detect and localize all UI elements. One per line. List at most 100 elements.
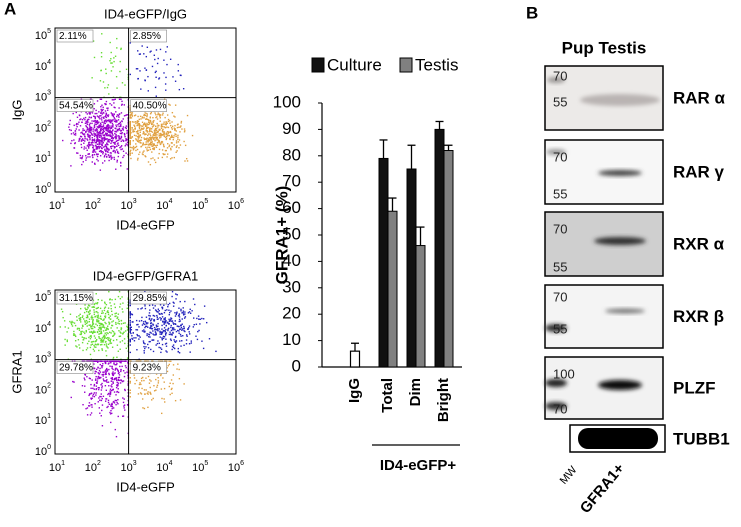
- event-dot: [131, 338, 134, 340]
- event-dot: [105, 129, 107, 132]
- event-dot: [108, 141, 110, 143]
- event-dot: [98, 407, 101, 409]
- event-dot: [101, 119, 103, 121]
- event-dot: [116, 159, 119, 162]
- event-dot: [98, 330, 101, 332]
- event-dot: [137, 323, 139, 326]
- event-dot: [201, 317, 203, 320]
- event-dot: [161, 142, 163, 144]
- event-dot: [154, 125, 157, 128]
- y-tick-label: 0: [292, 356, 301, 375]
- event-dot: [66, 339, 68, 341]
- event-dot: [136, 334, 139, 337]
- event-dot: [95, 378, 97, 380]
- event-dot: [154, 329, 156, 331]
- event-dot: [118, 125, 120, 128]
- event-dot: [161, 149, 164, 151]
- event-dot: [113, 147, 116, 149]
- event-dot: [104, 360, 106, 362]
- event-dot: [120, 327, 122, 329]
- event-dot: [111, 346, 114, 348]
- event-dot: [79, 317, 82, 319]
- event-dot: [114, 143, 116, 145]
- event-dot: [129, 134, 131, 137]
- event-dot: [70, 323, 73, 326]
- event-dot: [120, 112, 123, 114]
- event-dot: [174, 80, 177, 82]
- event-dot: [100, 332, 103, 334]
- event-dot: [88, 305, 91, 307]
- event-dot: [86, 122, 88, 124]
- tick-base: 10: [85, 462, 97, 474]
- event-dot: [95, 145, 97, 148]
- event-dot: [81, 324, 84, 326]
- event-dot: [82, 315, 84, 317]
- event-dot: [174, 124, 176, 127]
- event-dot: [124, 322, 126, 324]
- event-dot: [130, 329, 133, 331]
- event-dot: [130, 117, 133, 119]
- event-dot: [169, 311, 171, 314]
- event-dot: [157, 318, 159, 320]
- event-dot: [109, 339, 111, 342]
- event-dot: [149, 144, 151, 146]
- event-dot: [74, 132, 77, 135]
- event-dot: [167, 322, 169, 324]
- event-dot: [125, 68, 128, 71]
- event-dot: [157, 311, 159, 313]
- event-dot: [117, 295, 120, 298]
- event-dot: [168, 302, 171, 305]
- event-dot: [173, 135, 175, 137]
- event-dot: [194, 303, 196, 306]
- tick-exponent: 4: [169, 198, 173, 205]
- event-dot: [87, 360, 90, 362]
- event-dot: [109, 360, 112, 362]
- event-dot: [140, 125, 143, 127]
- event-dot: [107, 129, 110, 131]
- event-dot: [97, 122, 99, 125]
- event-dot: [107, 140, 109, 143]
- event-dot: [86, 119, 89, 122]
- event-dot: [117, 360, 120, 362]
- event-dot: [168, 103, 170, 106]
- event-dot: [192, 326, 195, 328]
- event-dot: [168, 363, 171, 366]
- event-dot: [145, 143, 147, 146]
- event-dot: [104, 144, 107, 146]
- event-dot: [64, 338, 66, 341]
- event-dot: [107, 405, 109, 408]
- event-dot: [97, 131, 99, 134]
- event-dot: [101, 125, 103, 128]
- event-dot: [129, 312, 131, 314]
- event-dot: [95, 121, 98, 124]
- event-dot: [103, 318, 105, 320]
- y-tick-label: 105: [35, 290, 51, 304]
- event-dot: [110, 121, 112, 124]
- mw-marker: 55: [553, 94, 567, 109]
- event-dot: [152, 360, 154, 362]
- event-dot: [71, 325, 74, 327]
- event-dot: [80, 140, 83, 142]
- event-dot: [136, 333, 138, 336]
- event-dot: [111, 130, 113, 133]
- event-dot: [150, 130, 152, 133]
- event-dot: [108, 331, 111, 333]
- event-dot: [111, 157, 113, 159]
- blots: [544, 65, 666, 453]
- event-dot: [107, 147, 109, 150]
- event-dot: [88, 313, 90, 316]
- event-dot: [145, 138, 147, 140]
- event-dot: [160, 136, 162, 138]
- event-dot: [154, 305, 156, 307]
- event-dot: [105, 112, 107, 114]
- event-dot: [61, 310, 64, 313]
- event-dot: [114, 142, 116, 145]
- event-dot: [120, 328, 122, 331]
- event-dot: [190, 340, 192, 342]
- event-dot: [99, 332, 102, 335]
- event-dot: [144, 122, 146, 124]
- event-dot: [144, 330, 146, 333]
- event-dot: [169, 158, 172, 160]
- event-dot: [88, 153, 90, 155]
- event-dot: [122, 397, 124, 399]
